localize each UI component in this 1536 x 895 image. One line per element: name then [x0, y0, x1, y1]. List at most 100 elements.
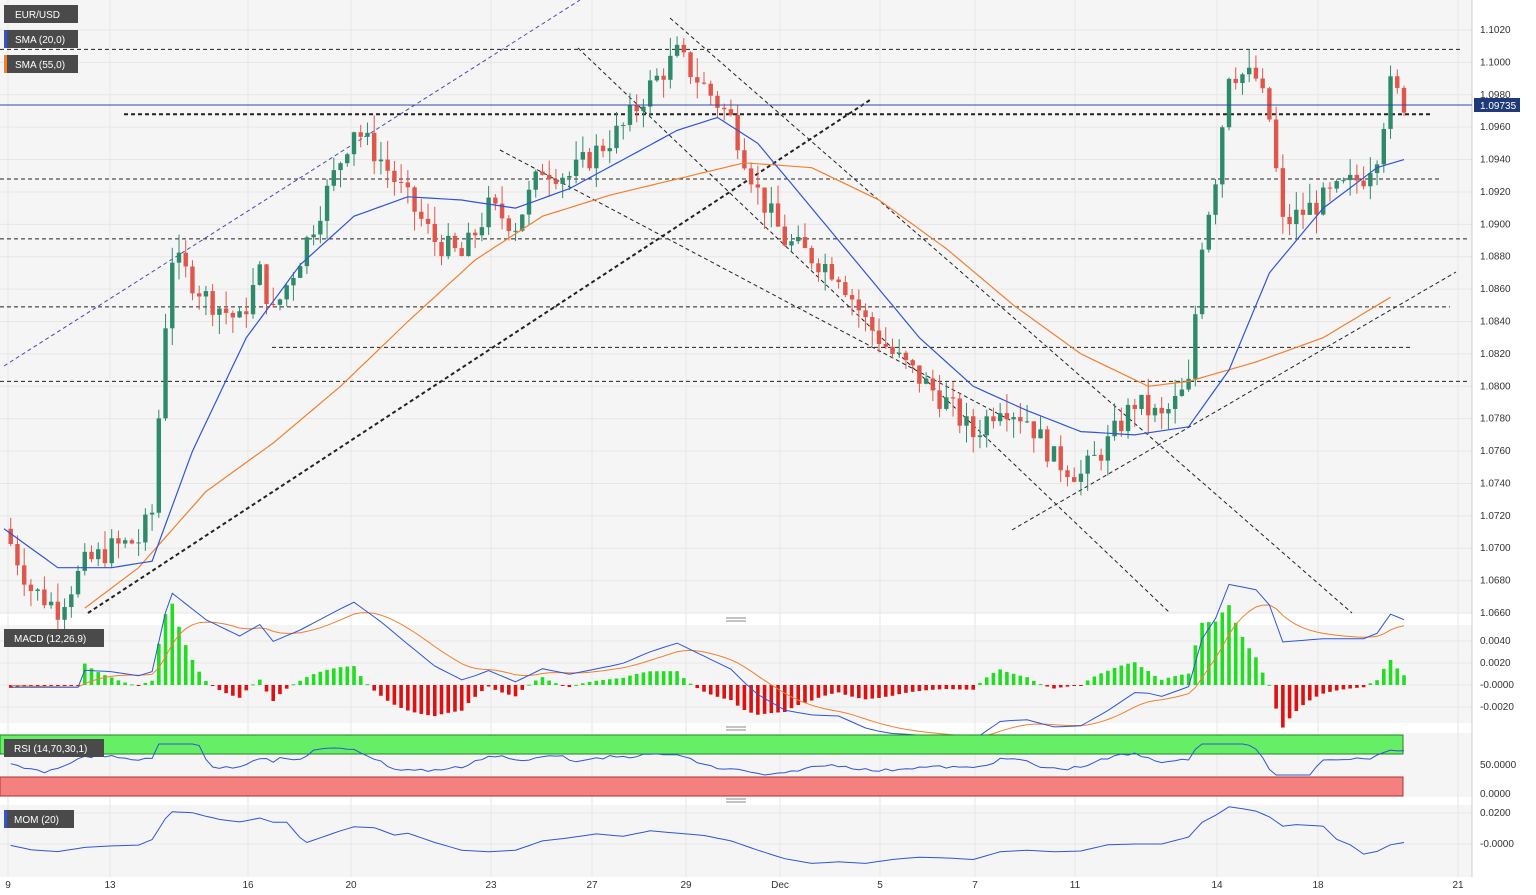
- macd-histogram-bar: [123, 682, 127, 685]
- macd-histogram-bar: [715, 685, 720, 697]
- macd-histogram-bar: [1106, 670, 1110, 685]
- candle-down: [1031, 421, 1037, 439]
- candle-up: [1206, 214, 1212, 250]
- macd-histogram-bar: [796, 685, 801, 706]
- macd-histogram-bar: [567, 685, 572, 688]
- candle-down: [89, 551, 94, 560]
- macd-tag[interactable]: MACD (12,26,9): [4, 629, 104, 647]
- macd-histogram-bar: [1099, 673, 1103, 685]
- mom-tag[interactable]: MOM (20): [4, 810, 74, 828]
- candle-up: [291, 277, 296, 286]
- candle-down: [223, 308, 229, 313]
- candle-up: [1139, 394, 1144, 409]
- macd-histogram-bar: [661, 671, 666, 685]
- macd-histogram-bar: [1153, 675, 1157, 685]
- rsi-label: RSI (14,70,30,1): [14, 744, 87, 755]
- mom-panel-bg: [0, 805, 1472, 877]
- panel-splitter[interactable]: [726, 617, 746, 622]
- candle-up: [1374, 164, 1380, 174]
- candle-down: [196, 293, 202, 297]
- macd-histogram-bar: [1314, 685, 1319, 697]
- candle-down: [412, 187, 417, 212]
- price-tick-label: 1.0780: [1480, 414, 1511, 425]
- macd-histogram-bar: [1240, 636, 1245, 685]
- macd-histogram-bar: [210, 685, 215, 687]
- rsi-tag[interactable]: RSI (14,70,30,1): [4, 739, 104, 757]
- candle-up: [277, 299, 283, 305]
- price-tick-label: 1.0760: [1480, 446, 1511, 457]
- macd-histogram-bar: [143, 682, 148, 685]
- macd-histogram-bar: [897, 685, 901, 695]
- macd-histogram-bar: [432, 685, 437, 717]
- candle-up: [136, 542, 141, 544]
- macd-histogram-bar: [89, 668, 94, 685]
- macd-histogram-bar: [560, 685, 565, 686]
- price-tick-label: 1.0720: [1480, 511, 1511, 522]
- macd-histogram-bar: [197, 671, 201, 685]
- candle-up: [1347, 174, 1353, 181]
- macd-histogram-bar: [883, 685, 888, 697]
- candle-down: [553, 179, 559, 184]
- candle-down: [1401, 87, 1407, 113]
- time-tick-label: 20: [345, 880, 357, 891]
- macd-histogram-bar: [857, 685, 861, 699]
- candle-up: [520, 214, 525, 231]
- macd-histogram-bar: [62, 685, 67, 686]
- candle-down: [271, 303, 276, 305]
- macd-histogram-bar: [601, 679, 605, 685]
- macd-histogram-bar: [1334, 685, 1339, 691]
- candle-down: [102, 549, 108, 564]
- macd-histogram-bar: [217, 685, 222, 691]
- macd-histogram-bar: [729, 685, 733, 701]
- candle-up: [297, 266, 303, 278]
- macd-histogram-bar: [533, 680, 538, 685]
- candle-down: [721, 107, 727, 110]
- candle-up: [1038, 429, 1043, 439]
- candle-up: [82, 551, 87, 571]
- time-tick-label: 11: [1070, 880, 1081, 891]
- candle-up: [1193, 314, 1198, 379]
- macd-histogram-bar: [910, 685, 915, 692]
- candle-down: [1300, 209, 1306, 215]
- macd-histogram-bar: [809, 685, 814, 701]
- price-tick-label: 1.0860: [1480, 284, 1511, 295]
- candle-up: [923, 378, 929, 384]
- sma55-tag[interactable]: SMA (55,0): [4, 55, 78, 73]
- macd-histogram-bar: [325, 669, 329, 685]
- candle-down: [681, 44, 687, 53]
- candle-up: [1321, 187, 1326, 215]
- price-tick-label: 1.0660: [1480, 608, 1511, 619]
- instrument-tag[interactable]: EUR/USD: [4, 5, 78, 23]
- sma20-tag[interactable]: SMA (20,0): [4, 30, 78, 48]
- candle-up: [1246, 67, 1252, 75]
- macd-histogram-bar: [1301, 685, 1305, 706]
- instrument-label: EUR/USD: [15, 10, 60, 21]
- macd-histogram-bar: [924, 685, 928, 691]
- macd-histogram-bar: [830, 685, 834, 694]
- macd-histogram-bar: [1267, 684, 1272, 686]
- candle-down: [802, 236, 808, 248]
- candle-up: [1152, 407, 1158, 416]
- macd-histogram-bar: [641, 672, 646, 685]
- candle-up: [1240, 74, 1245, 84]
- macd-histogram-bar: [1005, 671, 1009, 685]
- candle-down: [546, 174, 552, 180]
- macd-histogram-bar: [480, 685, 484, 692]
- panel-splitter[interactable]: [726, 798, 746, 803]
- candle-up: [48, 601, 54, 606]
- candle-down: [540, 171, 545, 175]
- macd-histogram-bar: [42, 685, 47, 686]
- macd-histogram-bar: [527, 684, 531, 686]
- candle-down: [1119, 420, 1124, 432]
- candle-down: [1327, 187, 1333, 189]
- sma55-label: SMA (55,0): [15, 60, 65, 71]
- macd-histogram-bar: [836, 685, 841, 693]
- macd-histogram-bar: [1119, 665, 1124, 685]
- candle-up: [338, 163, 343, 171]
- panel-splitter[interactable]: [726, 726, 746, 731]
- macd-histogram-bar: [177, 626, 181, 685]
- price-tick-label: 1.0900: [1480, 219, 1511, 230]
- macd-histogram-bar: [278, 685, 282, 695]
- candle-down: [863, 310, 868, 318]
- macd-histogram-bar: [76, 685, 80, 686]
